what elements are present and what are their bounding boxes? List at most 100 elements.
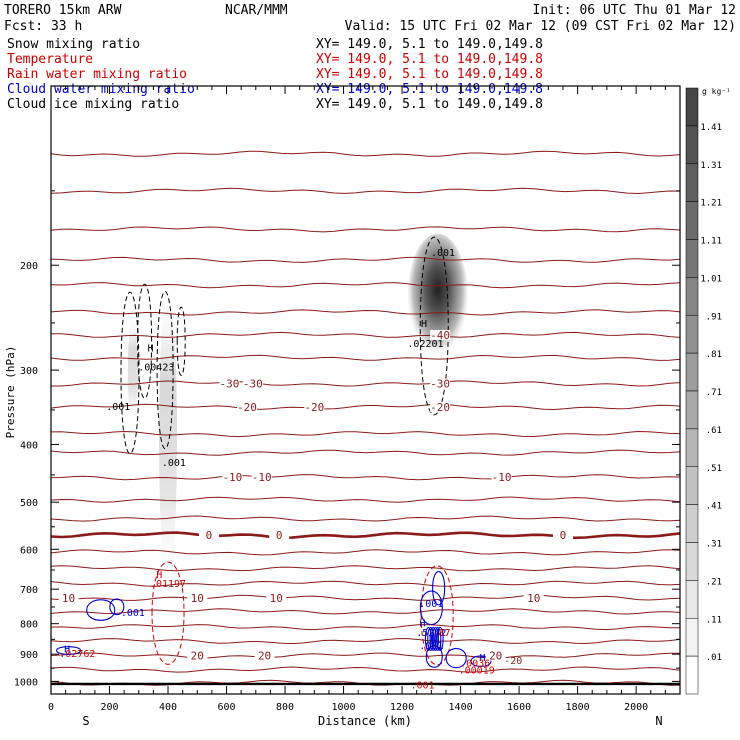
colorbar-label: .91	[706, 312, 722, 322]
contour-annotation: .02201	[407, 339, 443, 350]
temperature-label-bg	[237, 401, 258, 412]
temperature-label: 0	[560, 529, 567, 542]
colorbar-segment	[685, 580, 699, 619]
cloud-water-contour	[56, 646, 82, 655]
temperature-label: 0	[276, 529, 283, 542]
temperature-label: -30	[430, 378, 450, 391]
cloud-water-contour	[436, 626, 444, 651]
y-tick-label: 300	[20, 366, 38, 377]
contour-annotation: .001	[411, 680, 435, 691]
y-tick-label: 800	[20, 620, 38, 631]
temperature-label-bg	[430, 330, 451, 341]
contour-annotation: .001	[431, 248, 455, 259]
field-name-temperature: Temperature	[7, 52, 93, 67]
contour-annotation: H	[64, 644, 70, 655]
x-tick-label: 1800	[566, 702, 590, 713]
colorbar-segment	[685, 87, 699, 127]
x-tick-label: 1200	[390, 702, 414, 713]
temperature-label-bg	[269, 530, 290, 541]
colorbar-label: .11	[706, 615, 722, 625]
contour-annotation: H	[147, 344, 153, 355]
temperature-label-bg	[187, 592, 208, 603]
contour-annotation: .00019	[459, 665, 495, 676]
snow-shading	[127, 315, 138, 426]
cloud-water-contour	[424, 626, 432, 651]
snow-contour	[156, 290, 174, 450]
contour-annotation: .001	[106, 402, 130, 413]
contour-annotation: H	[420, 618, 426, 629]
contour-annotation: 87	[438, 628, 450, 639]
temperature-label: 10	[62, 592, 75, 605]
x-tick-label: 1600	[507, 702, 531, 713]
y-tick-label: 700	[20, 585, 38, 596]
colorbar-segment	[685, 201, 699, 240]
x-tick-label: 1400	[449, 702, 473, 713]
contour-annotation: .001	[419, 599, 443, 610]
temperature-label: 10	[270, 592, 283, 605]
colorbar-segment	[685, 163, 699, 202]
temperature-label: -20	[430, 401, 450, 414]
cloud-water-contour	[109, 598, 125, 616]
contour-annotation: .5242	[416, 628, 446, 639]
temperature-contour	[50, 449, 681, 456]
cloud-water-contour	[431, 626, 439, 651]
colorbar-segment	[685, 390, 699, 430]
temperature-contour	[51, 380, 681, 387]
field-name-cloud-water: Cloud water mixing ratio	[7, 82, 195, 97]
rain-contour	[151, 561, 185, 665]
temperature-label: 20	[258, 650, 271, 663]
x-tick-label: 1000	[332, 702, 356, 713]
temperature-contours	[50, 150, 681, 686]
header-valid: Valid: 15 UTC Fri 02 Mar 12 (09 CST Fri …	[345, 19, 736, 34]
temperature-contour	[50, 187, 681, 195]
colorbar-unit: g kg⁻¹	[702, 87, 731, 96]
contour-annotation: .01197	[150, 579, 186, 590]
temperature-contour	[50, 474, 681, 481]
temperature-contour	[50, 309, 681, 316]
snow-contour	[137, 284, 153, 399]
temperature-label: -10	[222, 471, 242, 484]
cloud-water-contour	[470, 655, 492, 667]
temperature-label-bg	[251, 472, 272, 483]
colorbar-segment	[685, 504, 699, 543]
temperature-contour	[50, 666, 681, 673]
temperature-contour	[50, 549, 681, 556]
temperature-label: -10	[252, 471, 272, 484]
temperature-label: 20	[191, 650, 204, 663]
colorbar-segment	[685, 655, 699, 695]
temperature-label-bg	[491, 472, 512, 483]
contour-annotation: .001	[162, 458, 186, 469]
temperature-label: 0	[206, 529, 213, 542]
temperature-label-bg	[242, 378, 263, 389]
x-tick-label: 200	[100, 702, 118, 713]
temperature-contour	[50, 515, 681, 522]
y-tick-label: 200	[20, 261, 38, 272]
temperature-label-bg	[552, 530, 573, 541]
colorbar-label: .71	[706, 388, 722, 398]
temperature-label: -20	[304, 401, 324, 414]
colorbar-segment	[685, 428, 699, 467]
temperature-label-bg	[523, 592, 544, 603]
temperature-label-bg	[430, 401, 451, 412]
colorbar-segment	[685, 618, 699, 657]
x-tick-label: 0	[48, 702, 54, 713]
cloud-ice-contour	[419, 236, 449, 416]
temperature-label: -40	[430, 329, 450, 342]
colorbar-label: 1.41	[700, 123, 722, 133]
y-tick-label: 1000	[14, 677, 38, 688]
field-xy-cloud-ice: XY= 149.0, 5.1 to 149.0,149.8	[316, 97, 543, 112]
temperature-label-bg	[485, 650, 506, 661]
colorbar-segment	[685, 239, 699, 278]
y-tick-label: 500	[20, 498, 38, 509]
colorbar-label: .81	[706, 350, 722, 360]
colorbar-segment	[685, 542, 699, 581]
cloud-water-contour	[429, 626, 437, 651]
temperature-label: -10	[492, 471, 512, 484]
cloud-water-contour	[445, 648, 467, 669]
colorbar-label: .01	[706, 653, 722, 663]
colorbar-label: 1.01	[700, 274, 722, 284]
hydrometeor-contours	[56, 236, 492, 669]
contour-annotation: -20	[504, 656, 522, 667]
colorbar-segment	[685, 315, 699, 354]
temperature-label: 20	[489, 650, 502, 663]
